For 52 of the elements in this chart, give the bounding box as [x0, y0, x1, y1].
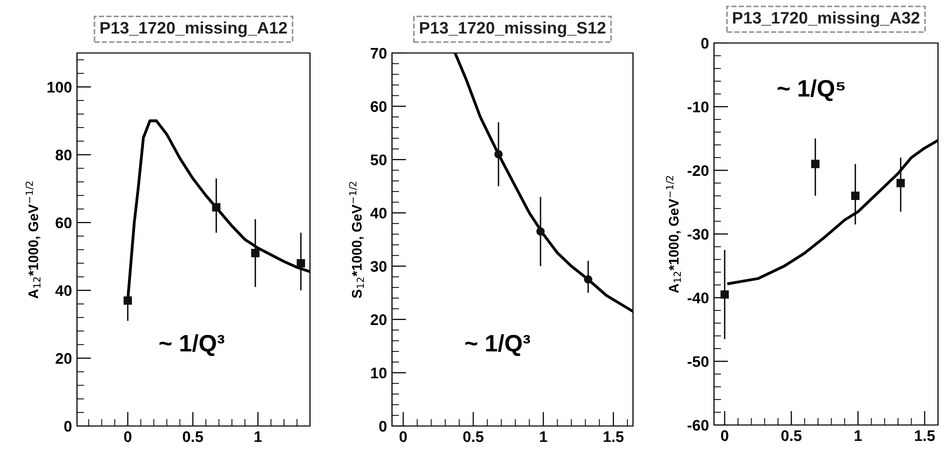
x-tick-label: 0 [400, 431, 407, 442]
point [251, 248, 260, 258]
y-tick-label: -50 [688, 356, 709, 368]
y-tick-label: 60 [56, 217, 72, 228]
x-tick-label: 0 [721, 430, 728, 442]
y-tick-label: 50 [370, 154, 387, 166]
x-tick-label: 0.5 [182, 431, 204, 442]
y-tick-label: -40 [688, 292, 709, 304]
y-tick-label: 20 [370, 314, 387, 326]
y-axis-title: A$_{12}$*1000, GeV$^{−1/2}$ [26, 182, 40, 299]
x-tick-label: 1 [254, 431, 262, 442]
y-tick-label: 60 [370, 101, 387, 112]
chart-title: P13_1720_missing_A32 [733, 11, 920, 28]
y-tick-label: 100 [48, 82, 72, 93]
annotation: ~ 1/Q³ [159, 334, 224, 356]
point [811, 160, 820, 168]
point [584, 275, 592, 284]
y-tick-label: 10 [371, 368, 387, 378]
chart-title: P13_1720_missing_A12 [100, 21, 287, 38]
y-tick-label: 40 [370, 208, 387, 219]
y-tick-label: -60 [688, 420, 709, 431]
point [720, 290, 729, 299]
y-tick-label: 70 [370, 48, 387, 59]
y-axis-title: S$_{12}$*1000, GeV$^{−1/2}$ [349, 182, 364, 298]
x-tick-label: 1 [540, 431, 548, 442]
point [296, 259, 306, 268]
y-tick-label: 30 [370, 261, 387, 272]
annotation: ~ 1/Q⁵ [778, 79, 845, 102]
x-tick-label: 0.5 [781, 430, 802, 442]
annotation: ~ 1/Q³ [465, 334, 530, 356]
point [212, 203, 220, 212]
x-tick-label: 0 [124, 431, 132, 442]
point [536, 227, 545, 236]
y-tick-label: 20 [56, 353, 72, 364]
y-tick-label: 80 [56, 150, 72, 160]
y-tick-label: 40 [55, 285, 72, 296]
point [896, 178, 905, 188]
y-tick-label: 0 [64, 420, 72, 432]
point [124, 296, 132, 305]
y-tick-label: -20 [688, 165, 709, 176]
y-tick-label: 0 [701, 38, 709, 49]
x-tick-label: 1.5 [915, 430, 935, 442]
y-tick-label: -30 [688, 228, 709, 240]
x-tick-label: 1.5 [604, 431, 624, 442]
chart-title: P13_1720_missing_S12 [420, 21, 606, 38]
point [494, 150, 503, 158]
y-tick-label: -10 [688, 102, 709, 112]
point [851, 192, 860, 200]
x-tick-label: 1 [854, 430, 862, 441]
x-tick-label: 0.5 [463, 431, 484, 442]
y-axis-title: A$_{12}$*1000, GeV$^{−1/2}$ [666, 176, 681, 294]
y-tick-label: 0 [379, 420, 387, 432]
